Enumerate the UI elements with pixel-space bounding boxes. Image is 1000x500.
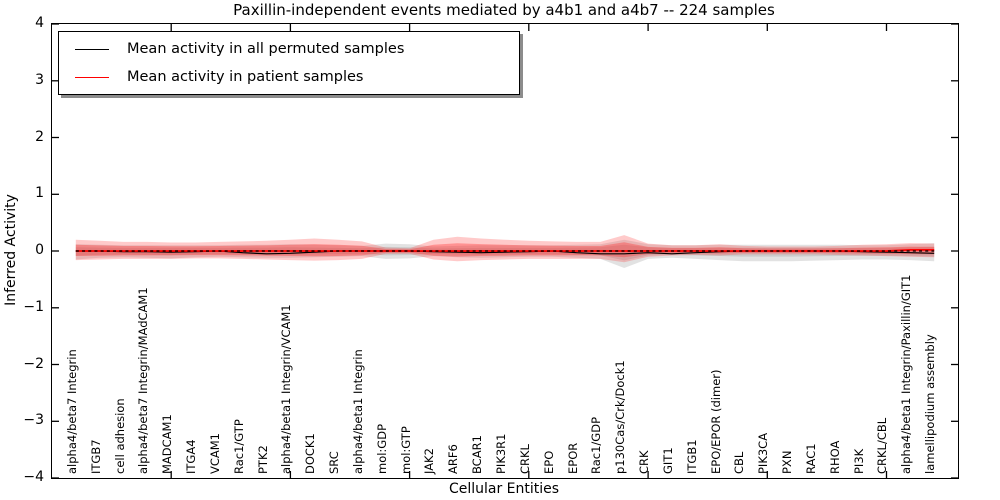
x-tick-label: mol:GTP: [398, 426, 413, 474]
band-permuted-outer: [75, 239, 935, 268]
x-tick-label: MADCAM1: [160, 414, 175, 474]
x-tick-label: VCAM1: [207, 432, 222, 474]
legend-item: Mean activity in all permuted samples: [75, 40, 519, 58]
chart-title: Paxillin-independent events mediated by …: [233, 1, 775, 19]
y-tick-label: −1: [23, 298, 44, 315]
x-tick-label: RHOA: [827, 440, 842, 474]
x-tick-label: EPO/EPOR (dimer): [708, 369, 723, 475]
x-tick-label: alpha4/beta1 Integrin/VCAM1: [279, 304, 294, 474]
legend-line-patient: [75, 76, 109, 78]
x-tick-label: lamellipodium assembly: [923, 334, 938, 474]
x-tick-label: JAK2: [422, 448, 437, 474]
x-tick-label: RAC1: [803, 443, 818, 474]
x-tick-label: cell adhesion: [112, 398, 127, 474]
x-tick-label: mol:GDP: [374, 423, 389, 474]
x-tick-label: PIK3R1: [494, 433, 508, 475]
x-tick-label: Rac1/GTP: [231, 419, 246, 474]
y-tick-label: 2: [35, 128, 44, 145]
y-tick-label: −2: [23, 355, 44, 372]
x-axis-title: Cellular Entities: [448, 481, 560, 497]
x-tick-label: SRC: [327, 451, 342, 474]
x-tick-label: DOCK1: [303, 433, 318, 474]
x-tick-label: ITGB7: [88, 439, 103, 474]
x-tick-label: BCAR1: [470, 435, 485, 474]
plot-area: [51, 23, 959, 479]
x-tick-label: GIT1: [660, 447, 675, 474]
x-tick-label: PXN: [780, 450, 795, 474]
x-tick-label: ARF6: [446, 444, 461, 474]
x-tick-label: alpha4/beta1 Integrin: [350, 349, 365, 474]
y-tick-label: 3: [35, 71, 44, 88]
legend-item: Mean activity in patient samples: [75, 68, 519, 86]
x-tick-label: alpha4/beta7 Integrin: [64, 349, 79, 474]
x-tick-label: ITGB1: [684, 439, 699, 474]
x-tick-label: alpha4/beta1 Integrin/Paxillin/GIT1: [899, 274, 914, 474]
legend: Mean activity in all permuted samples Mea…: [58, 31, 520, 95]
x-tick-label: PTK2: [255, 445, 270, 474]
x-tick-label: alpha4/beta7 Integrin/MAdCAM1: [136, 287, 151, 474]
x-tick-label: PIK3CA: [756, 432, 771, 474]
x-tick-label: CRKL/CBL: [875, 417, 890, 474]
y-tick-label: 1: [35, 185, 44, 202]
x-tick-label: ITGA4: [184, 439, 199, 474]
x-tick-label: EPOR: [565, 442, 580, 474]
y-tick-label: 0: [35, 242, 44, 258]
plot-canvas: [52, 24, 958, 478]
legend-label: Mean activity in patient samples: [127, 69, 364, 85]
y-tick-label: 4: [35, 15, 44, 31]
band-patient-outer: [75, 235, 935, 263]
x-tick-label: CRK: [637, 450, 652, 474]
x-tick-label: CBL: [732, 451, 747, 474]
x-tick-label: CRKL: [517, 444, 532, 474]
legend-label: Mean activity in all permuted samples: [127, 41, 405, 57]
x-tick-label: EPO: [541, 450, 556, 474]
x-tick-label: p130Cas/Crk/Dock1: [613, 360, 628, 474]
x-tick-label: PI3K: [851, 448, 866, 474]
y-tick-label: −4: [23, 469, 44, 485]
legend-line-permuted: [75, 48, 109, 50]
y-tick-label: −3: [23, 412, 44, 429]
x-tick-label: Rac1/GDP: [589, 416, 604, 474]
